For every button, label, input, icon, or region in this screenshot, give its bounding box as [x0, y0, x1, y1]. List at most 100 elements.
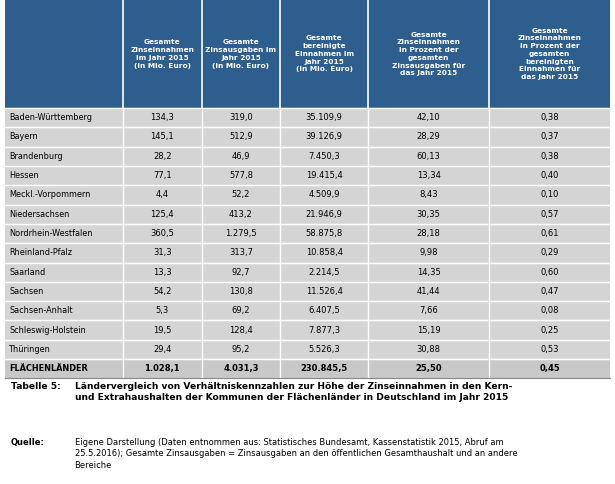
Bar	[368, 185, 489, 205]
Text: 52,2: 52,2	[232, 190, 250, 199]
Text: 313,7: 313,7	[229, 248, 253, 257]
Bar	[5, 108, 123, 127]
Bar	[489, 320, 610, 340]
Text: Gesamte
Zinseinnahmen
im Jahr 2015
(in Mio. Euro): Gesamte Zinseinnahmen im Jahr 2015 (in M…	[130, 39, 194, 69]
Bar	[280, 320, 368, 340]
Text: 0,40: 0,40	[541, 171, 559, 180]
Text: Eigene Darstellung (Daten entnommen aus: Statistisches Bundesamt, Kassenstatisti: Eigene Darstellung (Daten entnommen aus:…	[74, 438, 517, 470]
Bar	[123, 166, 202, 185]
Text: 19.415,4: 19.415,4	[306, 171, 343, 180]
Text: 0,61: 0,61	[541, 229, 559, 238]
Bar	[368, 0, 489, 108]
Text: 13,34: 13,34	[416, 171, 440, 180]
Text: 69,2: 69,2	[232, 306, 250, 316]
Text: 577,8: 577,8	[229, 171, 253, 180]
Bar	[489, 262, 610, 282]
Bar	[202, 224, 280, 243]
Text: Baden-Württemberg: Baden-Württemberg	[9, 113, 92, 122]
Text: 42,10: 42,10	[417, 113, 440, 122]
Bar	[202, 301, 280, 320]
Bar	[489, 108, 610, 127]
Text: 28,2: 28,2	[153, 151, 172, 161]
Text: Gesamte
Zinseinnahmen
in Prozent der
gesamten
Zinsausgaben für
das Jahr 2015: Gesamte Zinseinnahmen in Prozent der ges…	[392, 31, 465, 76]
Text: 54,2: 54,2	[153, 287, 172, 296]
Text: 0,53: 0,53	[541, 345, 559, 354]
Text: 2.214,5: 2.214,5	[308, 268, 340, 277]
Bar	[489, 205, 610, 224]
Text: 5,3: 5,3	[156, 306, 169, 316]
Bar	[123, 340, 202, 359]
Bar	[489, 166, 610, 185]
Text: 39.126,9: 39.126,9	[306, 132, 343, 141]
Bar	[5, 127, 123, 147]
Bar	[368, 127, 489, 147]
Bar	[489, 243, 610, 262]
Text: 413,2: 413,2	[229, 210, 253, 219]
Bar	[123, 301, 202, 320]
Bar	[123, 147, 202, 166]
Text: 46,9: 46,9	[232, 151, 250, 161]
Text: Quelle:: Quelle:	[11, 438, 45, 447]
Text: 319,0: 319,0	[229, 113, 253, 122]
Bar	[368, 262, 489, 282]
Bar	[123, 127, 202, 147]
Bar	[368, 320, 489, 340]
Text: 15,19: 15,19	[417, 326, 440, 334]
Bar	[202, 0, 280, 108]
Text: 0,60: 0,60	[541, 268, 559, 277]
Bar	[280, 301, 368, 320]
Bar	[489, 340, 610, 359]
Text: 145,1: 145,1	[151, 132, 174, 141]
Bar	[368, 224, 489, 243]
Bar	[368, 147, 489, 166]
Text: 7.450,3: 7.450,3	[308, 151, 340, 161]
Bar	[202, 166, 280, 185]
Bar	[280, 147, 368, 166]
Text: 14,35: 14,35	[416, 268, 440, 277]
Bar	[202, 340, 280, 359]
Text: Rheinland-Pfalz: Rheinland-Pfalz	[9, 248, 72, 257]
Text: 30,35: 30,35	[416, 210, 440, 219]
Bar	[489, 127, 610, 147]
Text: Tabelle 5:: Tabelle 5:	[11, 382, 61, 391]
Text: 13,3: 13,3	[153, 268, 172, 277]
Text: 512,9: 512,9	[229, 132, 253, 141]
Bar	[123, 320, 202, 340]
Text: 4,4: 4,4	[156, 190, 169, 199]
Bar	[5, 301, 123, 320]
Text: FLÄCHENLÄNDER: FLÄCHENLÄNDER	[9, 364, 88, 373]
Text: 58.875,8: 58.875,8	[306, 229, 343, 238]
Text: 130,8: 130,8	[229, 287, 253, 296]
Bar	[5, 147, 123, 166]
Text: 0,38: 0,38	[540, 113, 559, 122]
Bar	[280, 205, 368, 224]
Text: 19,5: 19,5	[153, 326, 172, 334]
Bar	[280, 262, 368, 282]
Bar	[5, 262, 123, 282]
Text: 60,13: 60,13	[416, 151, 440, 161]
Text: 1.279,5: 1.279,5	[225, 229, 256, 238]
Bar	[368, 282, 489, 301]
Text: 0,25: 0,25	[541, 326, 559, 334]
Text: 0,29: 0,29	[541, 248, 559, 257]
Bar	[202, 282, 280, 301]
Text: 28,18: 28,18	[416, 229, 440, 238]
Bar	[202, 147, 280, 166]
Text: 0,45: 0,45	[539, 364, 560, 373]
Text: 25,50: 25,50	[415, 364, 442, 373]
Bar	[368, 166, 489, 185]
Bar	[123, 359, 202, 378]
Bar	[368, 243, 489, 262]
Text: 28,29: 28,29	[416, 132, 440, 141]
Bar	[5, 224, 123, 243]
Bar	[123, 224, 202, 243]
Bar	[368, 205, 489, 224]
Bar	[202, 320, 280, 340]
Bar	[489, 0, 610, 108]
Bar	[5, 205, 123, 224]
Text: 0,57: 0,57	[541, 210, 559, 219]
Bar	[123, 108, 202, 127]
Bar	[123, 262, 202, 282]
Text: 35.109,9: 35.109,9	[306, 113, 343, 122]
Text: 0,10: 0,10	[541, 190, 559, 199]
